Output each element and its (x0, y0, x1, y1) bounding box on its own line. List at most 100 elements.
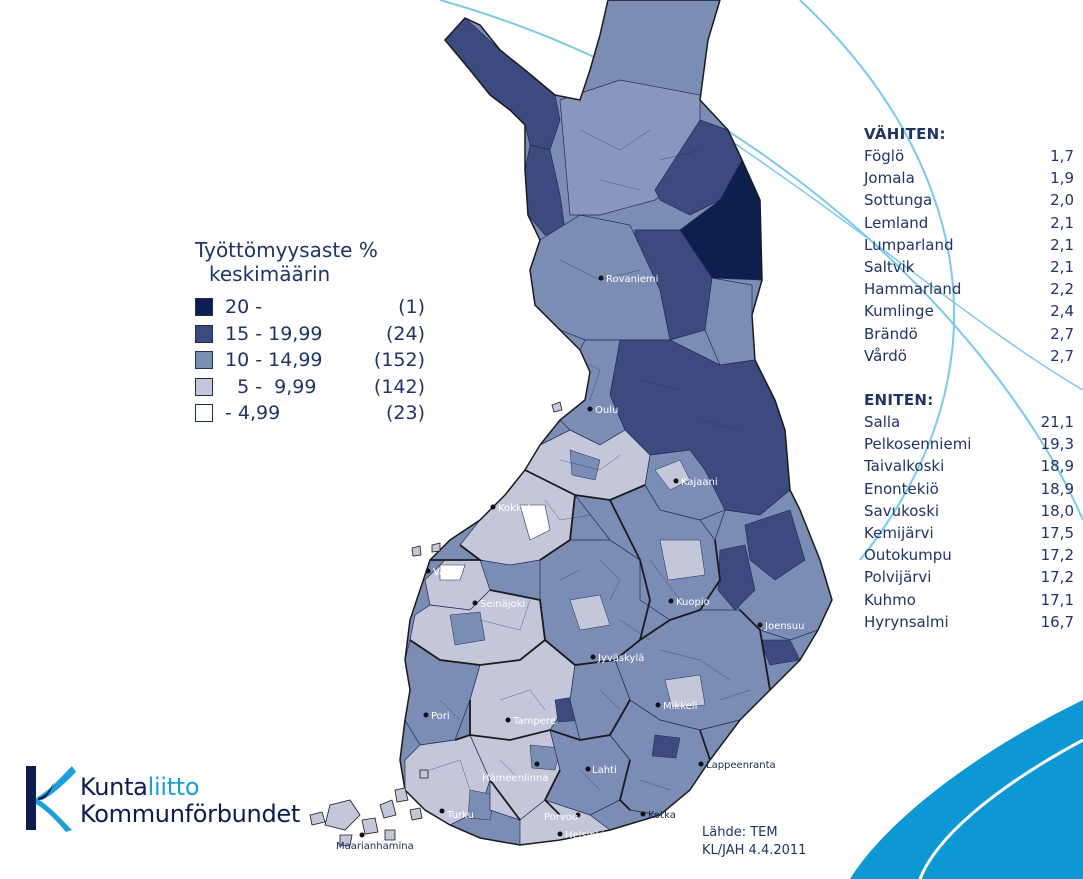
legend-swatch (195, 298, 213, 317)
legend-item: - 4,99 (23) (195, 400, 425, 427)
ranking-row: Kemijärvi 17,5 (864, 522, 1074, 544)
unemployment-value: 18,9 (1040, 457, 1074, 476)
legend-count: (142) (373, 375, 425, 398)
legend-range: 20 - (225, 296, 263, 319)
municipality-name: Sottunga (864, 191, 933, 210)
source-credit: KL/JAH 4.4.2011 (702, 843, 807, 858)
city-lahti: Lahti (585, 765, 617, 776)
lowest-ranking: VÄHITEN: Föglö 1,7 Jomala 1,9 Sottunga 2,0 … (864, 123, 1074, 367)
unemployment-value: 2,7 (1050, 346, 1074, 365)
ranking-row: Kumlinge 2,4 (864, 300, 1074, 322)
ranking-row: Hammarland 2,2 (864, 278, 1074, 300)
city-kuopio: Kuopio (668, 597, 710, 608)
municipality-name: Salla (864, 413, 901, 431)
ranking-row: Taivalkoski 18,9 (864, 455, 1074, 477)
municipality-name: Outokumpu (864, 546, 952, 565)
legend-item: 15 - 19,99 (24) (195, 321, 425, 348)
municipality-name: Kemijärvi (864, 523, 934, 542)
ranking-row: Föglö 1,7 (864, 145, 1074, 167)
svg-text:Helsinki: Helsinki (565, 830, 604, 841)
legend-item: 5 - 9,99 (142) (195, 374, 425, 401)
unemployment-value: 2,2 (1050, 280, 1074, 299)
legend-swatch (195, 404, 213, 423)
city-hameenlinna: Hämeenlinna (482, 761, 548, 784)
city-maarianhamina: Maarianhamina (336, 832, 414, 852)
unemployment-value: 1,9 (1050, 169, 1074, 188)
city-mikkeli: Mikkeli (655, 701, 697, 712)
svg-text:Vaasa: Vaasa (433, 567, 463, 578)
legend-swatch (195, 324, 213, 343)
city-tampere: Tampere (505, 716, 556, 727)
kuntaliitto-logo: Kuntaliitto Kommunförbundet (20, 760, 340, 835)
logo-text-liitto: liitto (147, 773, 200, 801)
svg-text:Hämeenlinna: Hämeenlinna (482, 773, 548, 784)
ranking-row: Vårdö 2,7 (864, 345, 1074, 367)
municipality-name: Jomala (864, 169, 915, 188)
legend-count: (1) (398, 296, 425, 319)
legend-swatch (195, 377, 213, 396)
municipality-name: Lumparland (864, 235, 954, 254)
unemployment-value: 2,1 (1050, 213, 1074, 232)
svg-text:Rovaniemi: Rovaniemi (606, 274, 658, 285)
unemployment-value: 21,1 (1040, 413, 1074, 431)
svg-text:Lahti: Lahti (592, 765, 617, 776)
ranking-row: Lemland 2,1 (864, 212, 1074, 234)
city-vaasa: Vaasa (425, 567, 463, 578)
svg-text:Kuopio: Kuopio (676, 597, 710, 608)
city-porvoo: Porvoo (544, 812, 581, 823)
unemployment-value: 1,7 (1050, 147, 1074, 165)
legend-swatch (195, 351, 213, 370)
highest-ranking: ENITEN: Salla 21,1 Pelkosenniemi 19,3 Taiv… (864, 389, 1074, 633)
municipality-name: Pelkosenniemi (864, 435, 972, 454)
legend-item: 20 - (1) (195, 294, 425, 321)
legend-count: (24) (385, 322, 425, 345)
svg-text:Turku: Turku (446, 810, 474, 821)
municipality-name: Brändö (864, 324, 918, 343)
unemployment-value: 18,9 (1040, 479, 1074, 498)
municipality-name: Lemland (864, 213, 929, 232)
municipality-name: Hyrynsalmi (864, 612, 949, 631)
svg-text:Kotka: Kotka (648, 810, 676, 821)
unemployment-value: 17,5 (1040, 523, 1074, 542)
unemployment-value: 17,2 (1040, 568, 1074, 587)
city-markers: Rovaniemi Oulu Kajaani Kokkola Vaasa Kuo… (336, 274, 804, 852)
legend-count: (23) (385, 402, 425, 425)
ranking-row: Savukoski 18,0 (864, 500, 1074, 522)
svg-text:Pori: Pori (431, 711, 450, 722)
ranking-row: Pelkosenniemi 19,3 (864, 433, 1074, 455)
unemployment-value: 2,0 (1050, 191, 1074, 210)
municipality-name: Kuhmo (864, 590, 916, 609)
municipality-name: Taivalkoski (864, 457, 945, 476)
ranking-row: Brändö 2,7 (864, 323, 1074, 345)
logo-wordmark: Kuntaliitto Kommunförbundet (80, 774, 300, 828)
ranking-row: Saltvik 2,1 (864, 256, 1074, 278)
aland-islands (309, 401, 563, 847)
lowest-heading: VÄHITEN: (864, 125, 946, 143)
city-turku: Turku (439, 808, 474, 821)
ranking-row: Polvijärvi 17,2 (864, 566, 1074, 588)
svg-text:Porvoo: Porvoo (544, 812, 578, 823)
svg-text:Maarianhamina: Maarianhamina (336, 841, 414, 852)
svg-text:Seinäjoki: Seinäjoki (480, 599, 525, 610)
svg-text:Kokkola: Kokkola (498, 503, 536, 514)
legend-range: - 4,99 (225, 402, 281, 425)
legend-title-line1: Työttömyysaste % (195, 238, 378, 262)
logo-text-kunta: Kunta (80, 773, 148, 801)
svg-text:Joensuu: Joensuu (764, 621, 804, 632)
legend-range: 10 - 14,99 (225, 349, 323, 372)
ranking-row: Hyrynsalmi 16,7 (864, 611, 1074, 633)
ranking-row: Sottunga 2,0 (864, 189, 1074, 211)
svg-text:Jyväskylä: Jyväskylä (597, 653, 644, 664)
unemployment-value: 17,2 (1040, 546, 1074, 565)
legend-range: 5 - 9,99 (225, 375, 317, 398)
city-jyvaskyla: Jyväskylä (590, 653, 644, 664)
city-helsinki: Helsinki (557, 830, 604, 841)
logo-text-kommunforbundet: Kommunförbundet (80, 800, 300, 828)
highest-heading: ENITEN: (864, 391, 934, 409)
ranking-row: Jomala 1,9 (864, 167, 1074, 189)
source-line: Lähde: TEM (702, 825, 778, 840)
unemployment-value: 17,1 (1040, 590, 1074, 609)
city-oulu: Oulu (587, 405, 618, 416)
